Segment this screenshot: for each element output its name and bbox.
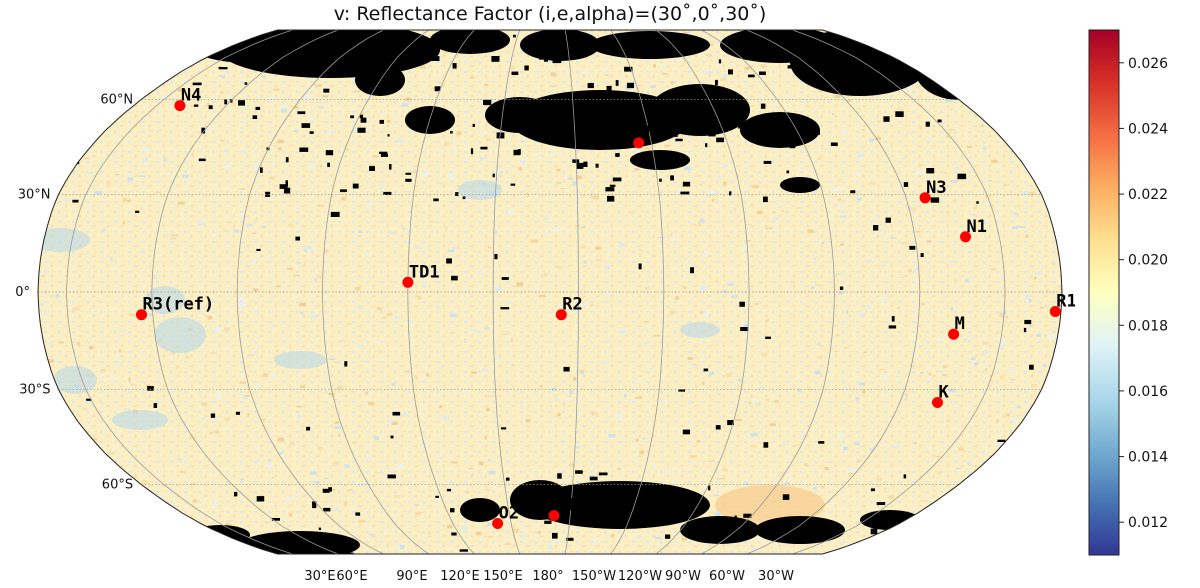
lon-label: 60°E [336, 569, 367, 584]
colorbar-tick-label: 0.018 [1128, 318, 1168, 334]
lat-label: 30°N [18, 188, 51, 203]
site-label: R3(ref) [143, 295, 215, 315]
colorbar-tick-label: 0.026 [1128, 56, 1168, 72]
lon-label: 90°E [396, 569, 427, 584]
colorbar-tick-label: 0.022 [1128, 187, 1168, 203]
site-marker [174, 100, 186, 112]
site-marker [555, 309, 567, 321]
lon-label: 150°E [483, 569, 523, 584]
colorbar: 0.012 0.014 0.016 0.018 0.020 0.022 0.024 0.026 [1088, 29, 1168, 556]
site-marker [948, 328, 960, 340]
lon-label: 150°W [572, 569, 616, 584]
site-marker [919, 192, 931, 204]
lat-label: 30°S [19, 383, 50, 398]
site-marker [1049, 306, 1061, 317]
colorbar-tick-label: 0.024 [1128, 121, 1168, 137]
site-label: R2 [562, 295, 582, 315]
lon-label: 30°W [758, 569, 794, 584]
site-label: O2 [499, 504, 519, 524]
lon-label: 180° [532, 569, 563, 584]
lat-label: 60°S [102, 478, 133, 493]
site-label: M [955, 314, 965, 334]
colorbar-gradient [1088, 29, 1120, 556]
site-label: N3 [926, 178, 946, 198]
colorbar-tick-label: 0.020 [1128, 253, 1168, 269]
lon-label: 60°W [709, 569, 745, 584]
lon-label: 30°E [304, 569, 335, 584]
site-label: TD1 [409, 262, 440, 282]
site-marker [932, 397, 943, 408]
site-marker [402, 276, 414, 288]
site-marker [960, 231, 971, 243]
colorbar-tick-label: 0.014 [1128, 450, 1168, 466]
colorbar-ticks: 0.012 0.014 0.016 0.018 0.020 0.022 0.024 0.026 [1119, 56, 1168, 531]
site-label: N1 [967, 217, 987, 237]
site-label: N4 [181, 86, 201, 106]
site-label: R1 [1056, 292, 1075, 312]
site-marker [492, 518, 504, 529]
longitude-labels: 30°E 60°E 90°E 120°E 150°E 180° 150°W 120°W 90°W… [304, 569, 794, 584]
site-marker [548, 510, 560, 522]
lon-label: 120°W [618, 569, 662, 584]
site-label: N2 [640, 123, 660, 143]
latitude-labels: 60°N 30°N 0° 30°S 60°S [15, 93, 133, 493]
site-label: O1 [555, 496, 575, 516]
site-label: K [939, 383, 950, 403]
site-marker [136, 309, 147, 321]
map-title: v: Reflectance Factor (i,e,alpha)=(30˚,0… [333, 3, 767, 25]
site-markers: N4 N2 N3 N1 TD1 R1 R3(ref) R2 M K O2 O1 [136, 86, 1075, 529]
lon-label: 90°W [665, 569, 701, 584]
colorbar-tick-label: 0.012 [1128, 515, 1168, 531]
site-marker [633, 137, 645, 149]
lon-label: 120°E [440, 569, 480, 584]
robinson-map: 60°N30°N0°30°S60°S 30°E 60°E 90°E 120°E 150°… [15, 29, 1075, 584]
colorbar-tick-label: 0.016 [1128, 384, 1168, 400]
globe-outline [37, 29, 1063, 555]
graticule-lines [38, 30, 1062, 554]
lat-label: 60°N [100, 93, 133, 108]
lat-label: 0° [15, 285, 30, 300]
